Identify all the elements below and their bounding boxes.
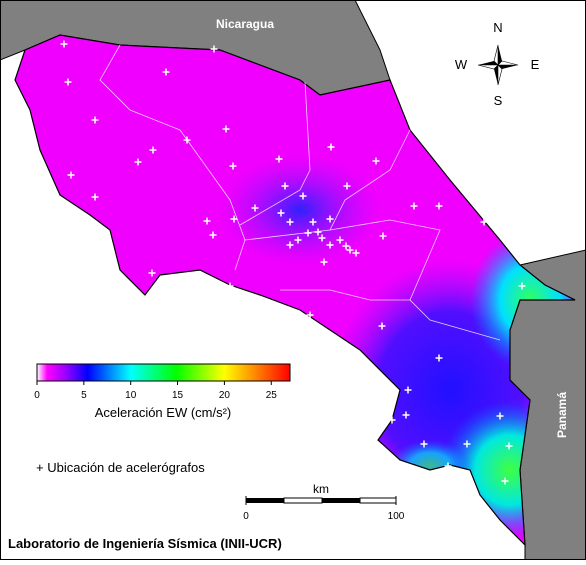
station	[501, 477, 509, 485]
station	[314, 228, 322, 236]
compass: N S W E	[455, 20, 540, 108]
station	[203, 217, 211, 225]
province-borders	[99, 44, 501, 341]
station	[388, 416, 396, 424]
station	[480, 218, 488, 226]
station	[222, 125, 230, 133]
colorbar	[36, 363, 291, 382]
station	[277, 209, 285, 217]
station	[149, 146, 157, 154]
station	[183, 136, 191, 144]
station	[210, 45, 218, 53]
station	[275, 155, 283, 163]
station	[294, 236, 302, 244]
station	[306, 311, 314, 319]
station	[209, 231, 217, 239]
station	[134, 158, 142, 166]
station	[230, 215, 238, 223]
colorbar-tick-label: 15	[172, 390, 184, 401]
colorbar-tick-label: 5	[81, 390, 87, 401]
scale-bar: km 0 100	[243, 482, 405, 522]
country-label: Nicaragua	[216, 17, 274, 31]
scale-tick-label: 100	[388, 511, 405, 522]
stations	[60, 40, 526, 485]
station	[286, 218, 294, 226]
station	[342, 242, 350, 250]
station	[326, 215, 334, 223]
station	[435, 354, 443, 362]
colorbar-tick-label: 25	[266, 390, 278, 401]
station	[402, 411, 410, 419]
scale-tick-label: 0	[243, 511, 249, 522]
station	[326, 241, 334, 249]
station	[518, 282, 526, 290]
station	[372, 157, 380, 165]
colorbar-tick-label: 10	[125, 390, 137, 401]
station	[444, 462, 452, 470]
footer: Laboratorio de Ingeniería Sísmica (INII-…	[8, 536, 282, 551]
station	[463, 440, 471, 448]
station	[505, 442, 513, 450]
station	[229, 162, 237, 170]
colorbar-tick-label: 20	[219, 390, 231, 401]
station	[404, 386, 412, 394]
colorbar-tick-label: 0	[34, 390, 40, 401]
station	[420, 440, 428, 448]
station	[60, 40, 68, 48]
station	[352, 249, 360, 257]
country-label: Panamá	[555, 392, 569, 438]
station	[304, 229, 312, 237]
station	[148, 269, 156, 277]
station	[281, 182, 289, 190]
station	[67, 171, 75, 179]
station	[91, 116, 99, 124]
station	[410, 202, 418, 210]
compass-e: E	[531, 57, 540, 72]
station	[162, 68, 170, 76]
scale-unit: km	[313, 482, 329, 496]
station	[379, 232, 387, 240]
compass-n: N	[493, 20, 502, 35]
compass-w: W	[455, 57, 468, 72]
station	[336, 236, 344, 244]
station	[346, 246, 354, 254]
station	[251, 204, 259, 212]
station	[286, 241, 294, 249]
station	[343, 182, 351, 190]
colorbar-ticks: 0 5 10 15 20 25	[34, 381, 277, 401]
station	[91, 193, 99, 201]
station	[487, 218, 495, 226]
compass-s: S	[494, 93, 503, 108]
station	[435, 202, 443, 210]
station	[64, 78, 72, 86]
costa-rica-coast	[14, 34, 576, 547]
station	[378, 322, 386, 330]
station	[327, 143, 335, 151]
station	[318, 234, 326, 242]
station	[226, 282, 234, 290]
station	[309, 218, 317, 226]
station	[299, 192, 307, 200]
colorbar-label: Aceleración EW (cm/s²)	[95, 405, 232, 420]
station	[496, 412, 504, 420]
station	[320, 258, 328, 266]
legend: + Ubicación de acelerógrafos	[36, 460, 205, 475]
